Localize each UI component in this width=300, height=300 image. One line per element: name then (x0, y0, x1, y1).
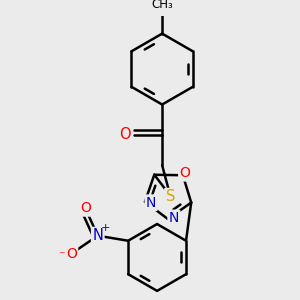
Text: ⁻: ⁻ (58, 249, 64, 262)
Text: O: O (80, 201, 91, 215)
Text: N: N (92, 228, 103, 243)
Text: +: + (101, 223, 110, 232)
Text: O: O (119, 128, 130, 142)
Text: N: N (146, 196, 156, 210)
Text: O: O (179, 166, 190, 180)
Text: O: O (66, 247, 77, 261)
Text: CH₃: CH₃ (151, 0, 173, 11)
Text: S: S (166, 189, 175, 204)
Text: N: N (169, 211, 179, 225)
